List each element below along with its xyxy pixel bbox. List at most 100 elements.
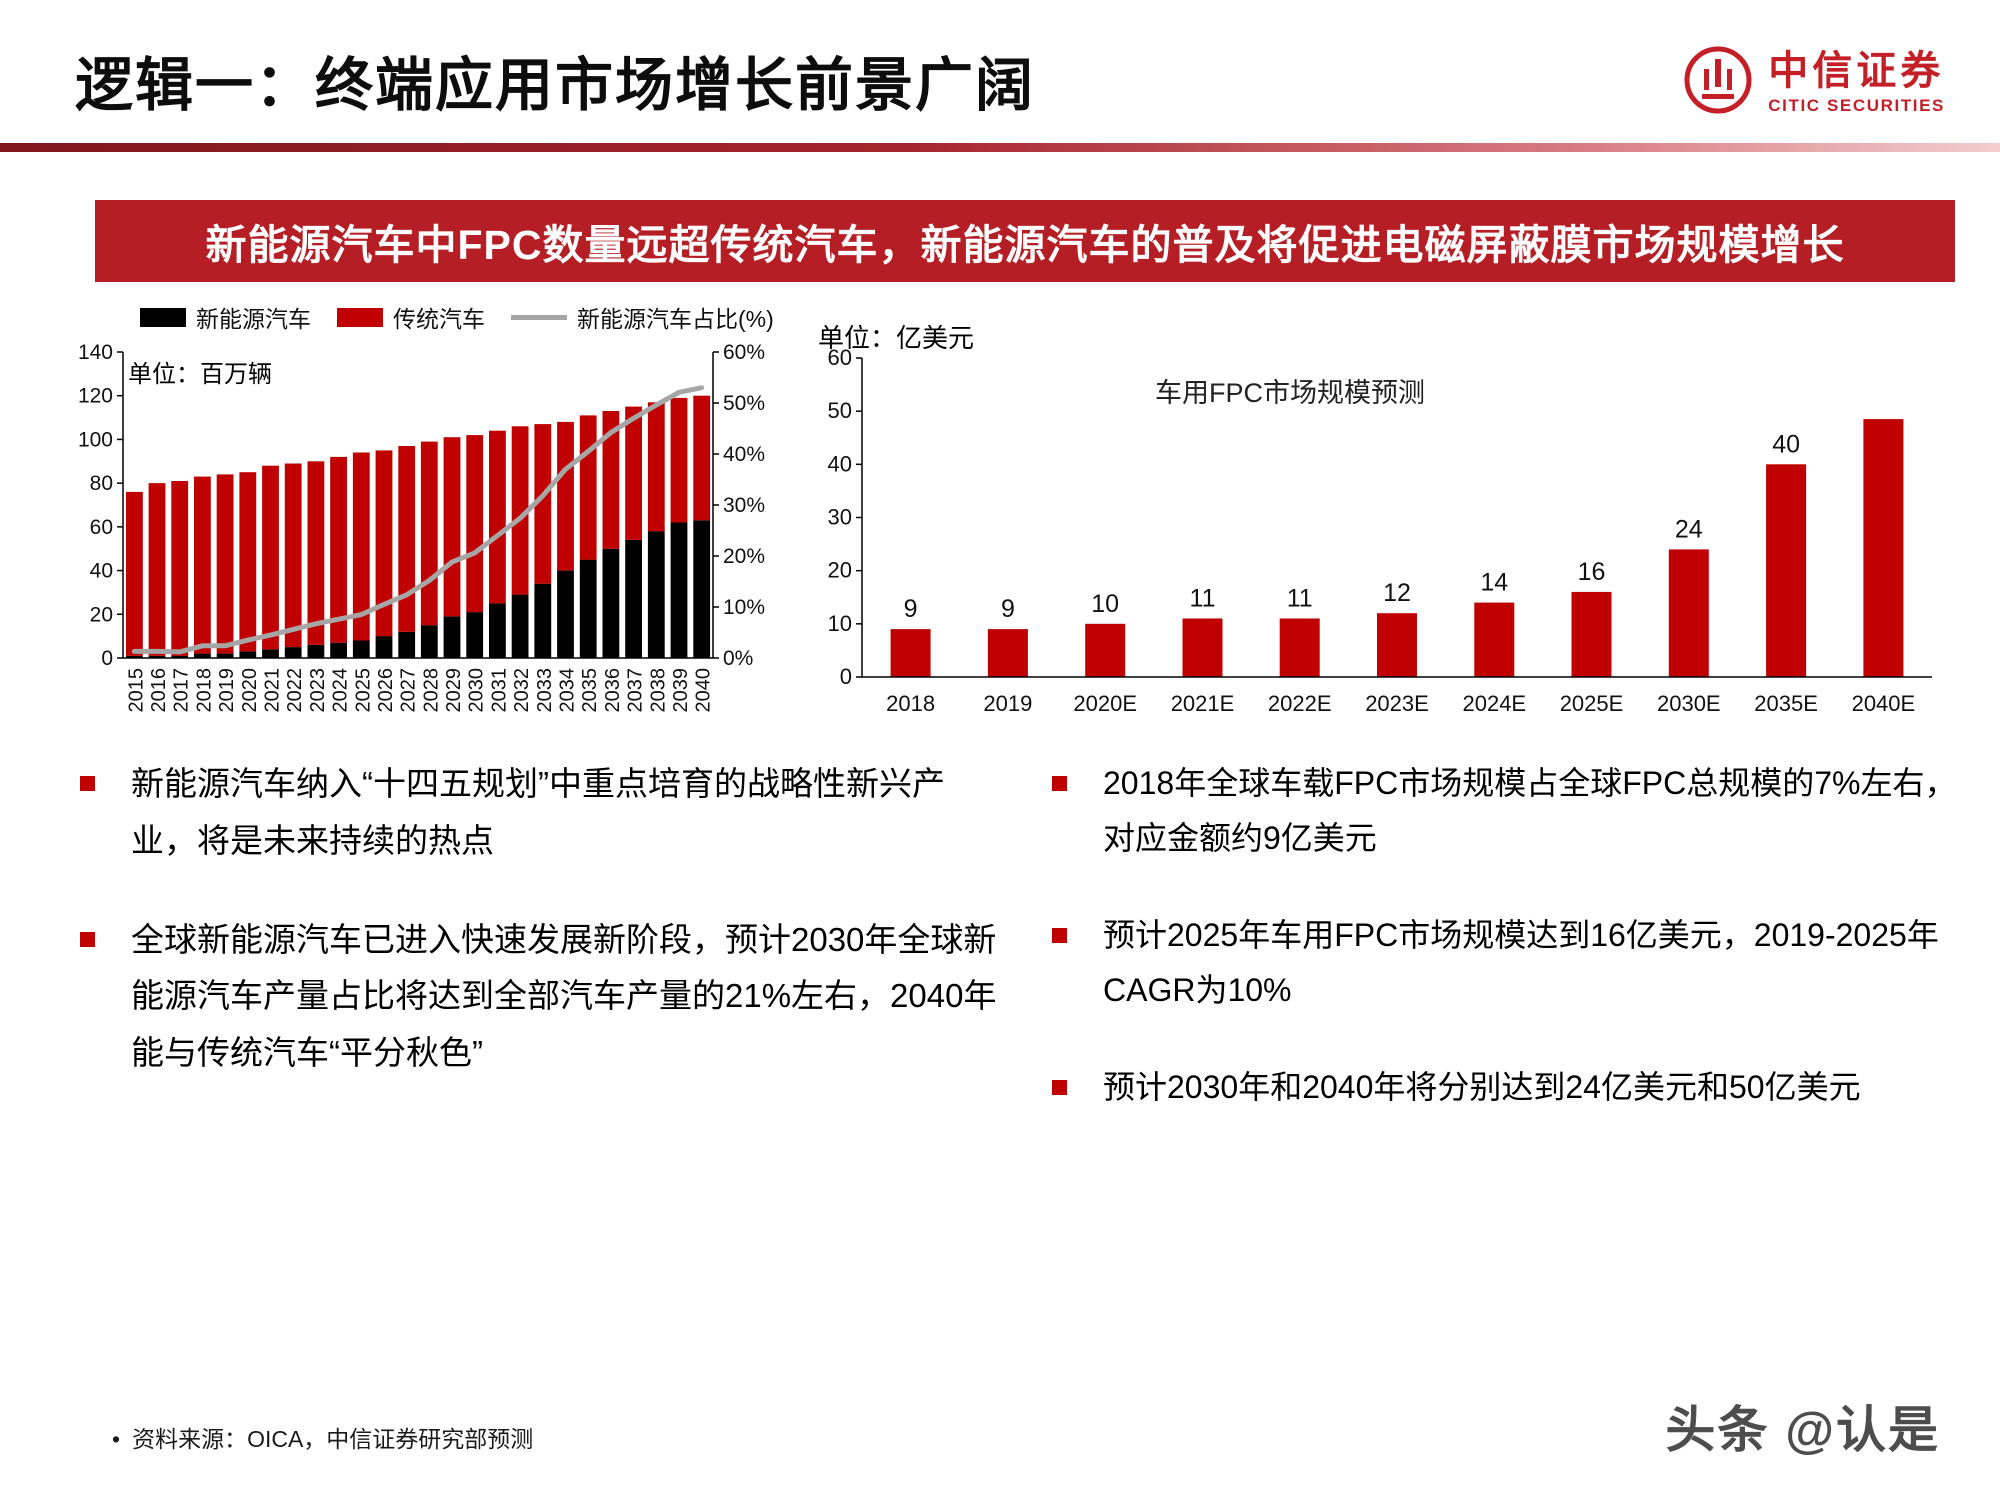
svg-text:2019: 2019 [983, 691, 1032, 716]
svg-text:2040: 2040 [693, 668, 715, 713]
svg-text:40: 40 [90, 560, 113, 583]
svg-text:车用FPC市场规模预测: 车用FPC市场规模预测 [1155, 378, 1425, 408]
svg-text:2036: 2036 [602, 668, 624, 713]
svg-text:0: 0 [101, 647, 113, 670]
legend-item-share-line: 新能源汽车占比(%) [511, 300, 774, 334]
svg-text:9: 9 [904, 595, 918, 623]
nev-swatch [140, 307, 186, 327]
svg-text:14: 14 [1480, 569, 1508, 597]
citic-logo-icon [1682, 44, 1754, 121]
production-chart-legend: 新能源汽车 传统汽车 新能源汽车占比(%) [140, 300, 774, 334]
svg-text:2033: 2033 [534, 668, 556, 713]
bullet-text: 预计2030年和2040年将分别达到24亿美元和50亿美元 [1103, 1069, 1861, 1106]
bullet-marker [1052, 776, 1067, 791]
svg-text:40%: 40% [723, 443, 765, 466]
svg-text:2029: 2029 [443, 668, 465, 713]
svg-text:2022E: 2022E [1268, 691, 1332, 716]
header-divider [0, 143, 2000, 152]
bullet-item: 全球新能源汽车已进入快速发展新阶段，预计2030年全球新能源汽车产量占比将达到全… [80, 912, 1000, 1082]
svg-text:60: 60 [90, 516, 113, 539]
svg-text:2016: 2016 [148, 668, 170, 713]
svg-text:140: 140 [78, 341, 113, 364]
svg-text:11: 11 [1190, 585, 1216, 613]
svg-text:120: 120 [78, 385, 113, 408]
svg-text:10: 10 [828, 611, 852, 636]
legend-label-nev: 新能源汽车 [196, 306, 311, 332]
svg-text:80: 80 [90, 472, 113, 495]
svg-text:2027: 2027 [398, 668, 420, 713]
svg-text:0: 0 [840, 664, 852, 689]
svg-text:2032: 2032 [511, 668, 533, 713]
svg-text:60%: 60% [723, 341, 765, 364]
svg-text:2034: 2034 [557, 668, 579, 713]
svg-text:2038: 2038 [647, 668, 669, 713]
svg-text:2022: 2022 [284, 668, 306, 713]
svg-text:2017: 2017 [171, 668, 193, 713]
svg-text:2021E: 2021E [1171, 691, 1235, 716]
svg-text:2030E: 2030E [1657, 691, 1721, 716]
svg-text:2019: 2019 [216, 668, 238, 713]
svg-text:20%: 20% [723, 545, 765, 568]
bullet-marker [80, 931, 95, 947]
left-chart-unit-label: 单位：百万辆 [128, 361, 272, 388]
bullet-item: 新能源汽车纳入“十四五规划”中重点培育的战略性新兴产业，将是未来持续的热点 [80, 756, 1000, 870]
citic-logo: 中信证券 CITIC SECURITIES [1682, 44, 1945, 121]
bullet-marker [1052, 928, 1067, 944]
bullet-item: 预计2025年车用FPC市场规模达到16亿美元，2019-2025年CAGR为1… [1052, 908, 1962, 1018]
bullets-right-column: 2018年全球车载FPC市场规模占全球FPC总规模的7%左右，对应金额约9亿美元… [1052, 756, 1962, 1157]
svg-text:2028: 2028 [420, 668, 442, 713]
svg-text:100: 100 [78, 428, 113, 451]
watermark: 头条 @认是 [1665, 1402, 1940, 1458]
svg-text:50%: 50% [723, 392, 765, 415]
bullet-item: 预计2030年和2040年将分别达到24亿美元和50亿美元 [1052, 1060, 1962, 1115]
legend-label-traditional: 传统汽车 [393, 306, 485, 332]
svg-text:0%: 0% [723, 647, 753, 670]
svg-text:2020E: 2020E [1073, 691, 1137, 716]
svg-text:60: 60 [828, 345, 852, 370]
svg-text:20: 20 [90, 603, 113, 626]
headline-banner-text: 新能源汽车中FPC数量远超传统汽车，新能源汽车的普及将促进电磁屏蔽膜市场规模增长 [205, 222, 1845, 268]
svg-text:40: 40 [1772, 430, 1800, 458]
svg-text:2020: 2020 [239, 668, 261, 713]
svg-text:11: 11 [1287, 585, 1313, 613]
bullet-text: 新能源汽车纳入“十四五规划”中重点培育的战略性新兴产业，将是未来持续的热点 [131, 765, 945, 859]
svg-text:2031: 2031 [488, 668, 510, 713]
svg-text:30: 30 [828, 505, 852, 530]
svg-text:2035: 2035 [579, 668, 601, 713]
headline-banner: 新能源汽车中FPC数量远超传统汽车，新能源汽车的普及将促进电磁屏蔽膜市场规模增长 [95, 200, 1955, 282]
right-chart-unit-label: 单位：亿美元 [818, 323, 975, 353]
svg-text:10: 10 [1091, 590, 1119, 618]
svg-text:20: 20 [828, 558, 852, 583]
svg-text:10%: 10% [723, 596, 765, 619]
svg-text:24: 24 [1675, 515, 1703, 543]
traditional-swatch [337, 307, 383, 327]
bullet-text: 全球新能源汽车已进入快速发展新阶段，预计2030年全球新能源汽车产量占比将达到全… [131, 920, 997, 1072]
bullet-marker [1052, 1080, 1067, 1096]
share-line-swatch [511, 314, 567, 320]
svg-text:2023E: 2023E [1365, 691, 1429, 716]
svg-text:2030: 2030 [466, 668, 488, 713]
svg-text:2024E: 2024E [1462, 691, 1526, 716]
production-chart-svg: 0 20 40 60 80 100 120 140 0% 10% 20% 30% 40% 50% 60% 20… [75, 336, 775, 745]
page-title: 逻辑一：终端应用市场增长前景广阔 [75, 53, 1036, 118]
svg-text:2021: 2021 [262, 668, 284, 713]
bullet-text: 预计2025年车用FPC市场规模达到16亿美元，2019-2025年CAGR为1… [1103, 917, 1939, 1009]
svg-text:2024: 2024 [330, 668, 352, 713]
svg-text:50: 50 [828, 398, 852, 423]
svg-text:40: 40 [828, 451, 852, 476]
svg-text:2040E: 2040E [1852, 691, 1916, 716]
bullets-left-column: 新能源汽车纳入“十四五规划”中重点培育的战略性新兴产业，将是未来持续的热点 全球… [80, 756, 1000, 1124]
logo-name-cn: 中信证券 [1768, 49, 1945, 94]
logo-name-en: CITIC SECURITIES [1768, 96, 1945, 116]
legend-label-share-line: 新能源汽车占比(%) [577, 306, 774, 332]
legend-item-traditional: 传统汽车 [337, 300, 485, 334]
bullet-item: 2018年全球车载FPC市场规模占全球FPC总规模的7%左右，对应金额约9亿美元 [1052, 756, 1962, 866]
svg-text:9: 9 [1001, 595, 1015, 623]
source-note: • 资料来源：OICA，中信证券研究部预测 [112, 1420, 533, 1454]
bullet-marker [80, 776, 95, 791]
fpc-chart-svg: 0 10 20 30 40 50 60 9 2018 9 2019 10 2020E 11 2021E 11 2… [810, 340, 1950, 740]
svg-text:2025E: 2025E [1560, 691, 1624, 716]
svg-text:2025: 2025 [352, 668, 374, 713]
svg-text:2035E: 2035E [1754, 691, 1818, 716]
